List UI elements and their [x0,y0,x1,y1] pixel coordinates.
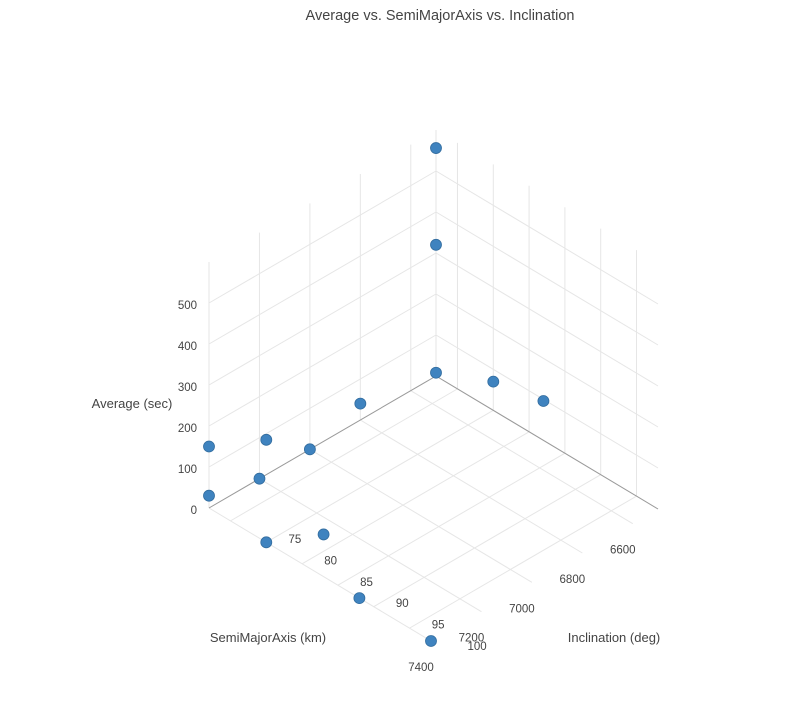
data-point[interactable] [260,536,273,549]
z-tick-label: 0 [191,505,197,517]
y-grid-floor [373,474,601,608]
z-grid-ywall [435,293,659,428]
axis-lines [208,375,659,510]
x-axis-line [208,375,437,509]
x-grid-floor [309,448,533,583]
x-grid-floor [259,478,482,613]
y-tick-label: 85 [360,577,373,589]
tick-labels: 6600 6800 7000 7200 7400 75 80 85 90 95 100 0 100 200… [178,300,636,674]
x-grid-floor [208,507,432,642]
z-grid-ywall [435,252,659,387]
data-points[interactable] [203,142,550,647]
data-point[interactable] [353,592,366,604]
chart-title: Average vs. SemiMajorAxis vs. Inclinatio… [306,8,575,24]
data-point[interactable] [260,433,273,446]
x-tick-label: 7400 [408,662,434,674]
data-point[interactable] [430,238,442,251]
data-point[interactable] [354,397,367,410]
data-point[interactable] [203,489,215,502]
y-tick-label: 100 [468,641,487,653]
y-grid-floor [409,495,637,629]
data-point[interactable] [430,142,442,154]
z-grid-xwall [208,170,437,304]
data-point[interactable] [430,366,442,379]
z-grid-xwall [208,211,437,345]
data-point[interactable] [203,440,215,453]
z-grid-ywall [435,170,659,305]
y-tick-label: 75 [288,534,301,546]
data-point[interactable] [317,528,330,541]
y-grid-floor [301,431,530,565]
data-point[interactable] [303,443,316,456]
x-grid-floor [360,419,583,554]
y-grid-floor [337,452,566,586]
y-grid-floor [266,409,494,543]
y-axis-title: Inclination (deg) [568,630,661,645]
data-point[interactable] [253,472,266,485]
x-tick-label: 7000 [509,603,535,615]
z-tick-label: 300 [178,382,197,394]
z-grid-xwall [208,252,437,386]
grid-lines [208,130,659,642]
z-tick-label: 100 [178,464,197,476]
y-axis-line [435,375,659,510]
z-tick-label: 500 [178,300,197,312]
data-point[interactable] [425,635,437,647]
y-tick-label: 80 [324,555,337,567]
z-tick-label: 400 [178,341,197,353]
y-grid-floor [230,388,458,522]
y-tick-label: 95 [432,620,445,632]
x-grid-floor [410,390,634,525]
x-tick-label: 6800 [560,574,586,586]
x-axis-title: SemiMajorAxis (km) [210,630,326,645]
data-point[interactable] [537,395,550,407]
data-point[interactable] [487,375,500,388]
x-tick-label: 7200 [459,633,485,645]
z-grid-xwall [208,334,437,468]
y-tick-label: 90 [396,598,409,610]
z-grid-ywall [435,211,659,346]
z-axis-title: Average (sec) [92,396,173,411]
z-grid-xwall [208,293,437,427]
z-tick-label: 200 [178,423,197,435]
x-tick-label: 6600 [610,545,636,557]
